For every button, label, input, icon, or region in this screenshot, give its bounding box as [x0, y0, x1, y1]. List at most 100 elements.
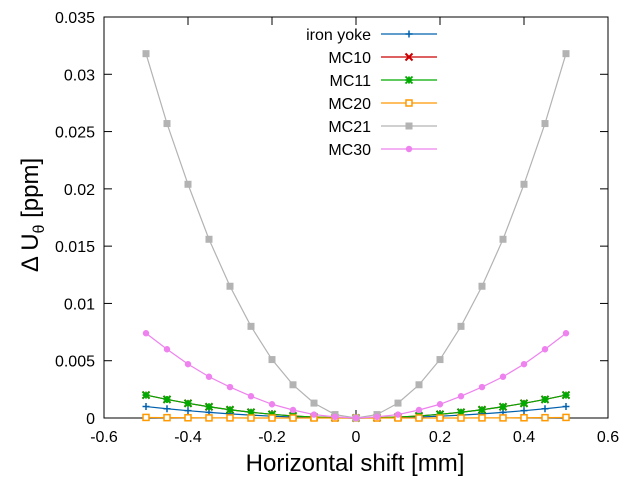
point-marker	[498, 402, 508, 411]
point-marker	[184, 414, 192, 422]
point-marker	[204, 402, 214, 411]
point-marker	[352, 414, 360, 422]
point-marker	[226, 414, 234, 422]
legend-label: MC30	[328, 142, 371, 159]
legend-item: MC21	[328, 119, 437, 136]
point-marker	[289, 406, 297, 414]
point-marker	[456, 408, 466, 417]
x-tick-label: -0.4	[174, 429, 202, 446]
x-tick-label: 0.2	[429, 429, 451, 446]
legend-label: MC21	[328, 119, 371, 136]
point-marker	[499, 373, 507, 380]
point-marker	[520, 414, 528, 422]
x-tick-label: -0.6	[90, 429, 118, 446]
point-marker	[540, 395, 550, 404]
y-tick-label: 0.025	[55, 125, 95, 142]
point-marker	[163, 405, 171, 413]
point-marker	[310, 411, 318, 418]
y-tick-label: 0.015	[55, 239, 95, 256]
legend: iron yoke MC10 MC11 MC20 MC21 MC30	[306, 27, 437, 159]
point-marker	[373, 413, 381, 421]
y-axis-title-unit: [ppm]	[17, 158, 44, 225]
point-marker	[183, 399, 193, 408]
point-marker	[404, 75, 414, 85]
point-marker	[163, 413, 171, 422]
point-marker	[226, 383, 234, 391]
x-tick-label: 0	[352, 429, 361, 446]
x-axis-title: Horizontal shift [mm]	[246, 450, 465, 477]
point-marker	[405, 30, 413, 38]
point-marker	[184, 407, 192, 415]
y-tick-label: 0.01	[64, 296, 95, 313]
legend-item: iron yoke	[306, 27, 437, 44]
legend-item: MC30	[328, 142, 437, 159]
point-marker	[477, 405, 487, 414]
point-marker	[499, 235, 507, 243]
point-marker	[478, 414, 486, 422]
point-marker	[541, 120, 549, 128]
x-tick-label: 0.4	[513, 429, 535, 446]
x-tick-label: -0.2	[258, 429, 286, 446]
point-marker	[415, 381, 423, 389]
point-marker	[457, 322, 465, 330]
point-marker	[436, 401, 444, 408]
point-marker	[184, 180, 192, 188]
legend-label: MC10	[328, 50, 371, 67]
point-marker	[247, 322, 255, 330]
point-marker	[541, 405, 549, 413]
point-marker	[268, 414, 276, 422]
point-marker	[289, 414, 297, 422]
point-marker	[247, 393, 255, 400]
point-marker	[289, 381, 297, 389]
point-marker	[499, 414, 507, 422]
legend-label: MC11	[330, 73, 372, 90]
x-tick-label: 0.6	[597, 429, 619, 446]
point-marker	[562, 403, 570, 411]
point-marker	[247, 414, 255, 422]
point-marker	[142, 413, 150, 422]
point-marker	[142, 330, 150, 337]
point-marker	[415, 414, 423, 422]
point-marker	[520, 407, 528, 415]
point-marker	[405, 145, 413, 153]
y-tick-label: 0.005	[55, 354, 95, 371]
point-marker	[268, 401, 276, 408]
series-layer	[141, 50, 571, 423]
legend-item: MC10	[328, 50, 437, 67]
point-marker	[405, 122, 413, 130]
point-marker	[415, 406, 423, 414]
y-tick-label: 0.02	[64, 182, 95, 199]
point-marker	[457, 393, 465, 400]
point-marker	[331, 413, 339, 421]
point-marker	[142, 403, 150, 411]
y-axis-title-main: Δ U	[17, 233, 44, 272]
series-mc30	[142, 330, 570, 422]
point-marker	[142, 50, 150, 58]
point-marker	[141, 390, 151, 400]
point-marker	[519, 399, 529, 408]
y-tick-label: 0	[86, 411, 95, 428]
point-marker	[404, 52, 414, 62]
point-marker	[562, 330, 570, 337]
y-tick-label: 0.035	[55, 10, 95, 27]
point-marker	[205, 235, 213, 243]
point-marker	[163, 346, 171, 353]
legend-label: iron yoke	[306, 27, 371, 44]
point-marker	[205, 414, 213, 422]
point-marker	[478, 282, 486, 290]
point-marker	[520, 360, 528, 368]
point-marker	[436, 356, 444, 364]
point-marker	[541, 413, 549, 422]
point-marker	[310, 399, 318, 407]
point-marker	[562, 50, 570, 58]
point-marker	[541, 346, 549, 353]
point-marker	[436, 414, 444, 422]
point-marker	[457, 414, 465, 422]
point-marker	[394, 411, 402, 418]
legend-item: MC11	[330, 73, 437, 90]
point-marker	[205, 373, 213, 380]
y-axis-title-subscript: θ	[31, 224, 48, 233]
legend-label: MC20	[328, 96, 371, 113]
point-marker	[478, 383, 486, 391]
